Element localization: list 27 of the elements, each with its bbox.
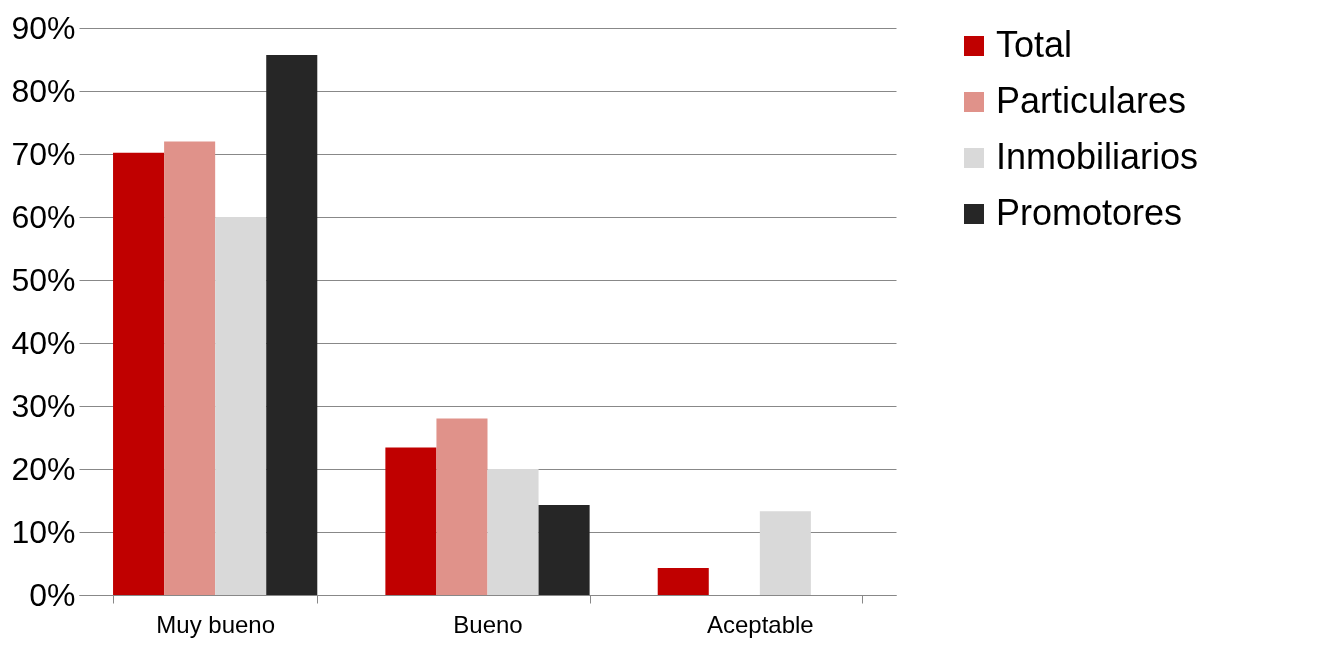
x-tick-label: Muy bueno (156, 610, 276, 638)
legend-label: Inmobiliarios (996, 136, 1199, 177)
bar (215, 217, 267, 595)
y-tick-label: 90% (11, 9, 76, 46)
bar (164, 141, 216, 595)
bar (759, 511, 811, 595)
legend-label: Promotores (996, 192, 1183, 233)
bar (487, 469, 539, 595)
bar (436, 418, 488, 595)
y-tick-label: 40% (11, 324, 76, 361)
y-tick-label: 70% (11, 135, 76, 172)
bar (266, 55, 318, 595)
y-tick-label: 20% (11, 450, 76, 487)
legend-label: Total (996, 24, 1073, 65)
y-tick-label: 50% (11, 261, 76, 298)
y-tick-label: 30% (11, 387, 76, 424)
bar (538, 504, 590, 595)
y-tick-label: 60% (11, 198, 76, 235)
y-tick-label: 0% (29, 576, 76, 613)
bar (657, 567, 709, 595)
bar (113, 152, 165, 595)
y-tick-label: 10% (11, 513, 76, 550)
legend-label: Particulares (996, 80, 1187, 121)
bar (385, 447, 437, 595)
y-tick-label: 80% (11, 72, 76, 109)
x-tick-label: Aceptable (706, 610, 814, 638)
x-tick-label: Bueno (453, 610, 523, 638)
